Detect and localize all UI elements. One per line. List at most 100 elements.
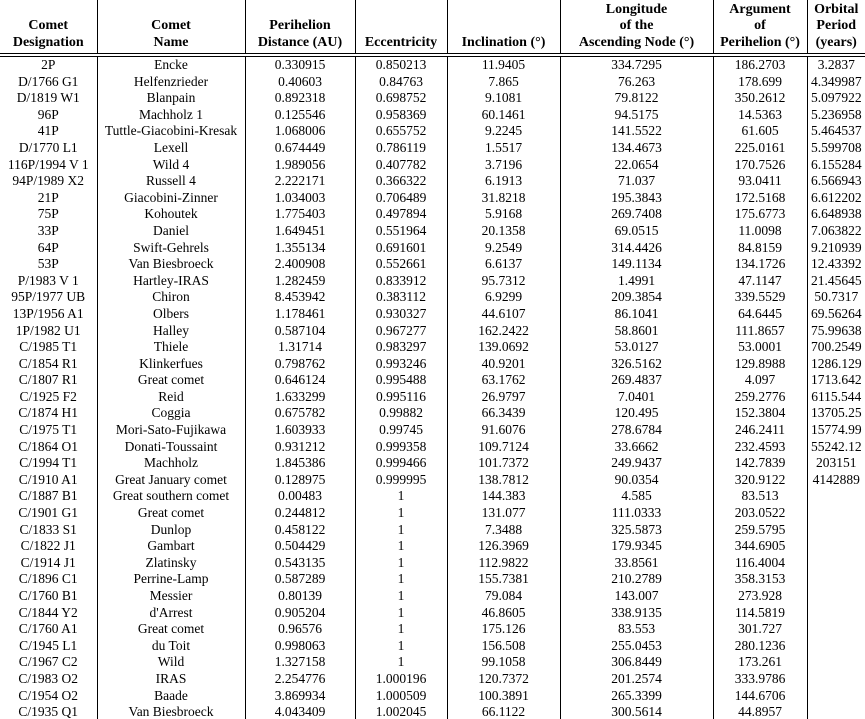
table-row: 96P Machholz 1 0.125546 0.958369 60.1461 94.5…	[0, 106, 865, 124]
table-row: C/1954 O2 Baade 3.869934 1.000509 100.3891 26…	[0, 687, 865, 705]
header-line: Comet	[151, 18, 191, 33]
cell-name: Klinkerfues	[97, 355, 246, 373]
table-row: 116P/1994 V 1 Wild 4 1.989056 0.407782 3.719…	[0, 156, 865, 174]
cell-perihelion-distance: 3.869934	[245, 687, 356, 705]
cell-ascending-node: 325.5873	[560, 521, 714, 539]
cell-perihelion-distance: 0.96576	[245, 621, 356, 638]
cell-argument-perihelion: 44.8957	[713, 704, 808, 719]
table-row: C/1983 O2 IRAS 2.254776 1.000196 120.7372 201…	[0, 670, 865, 688]
header-cell-argument-perihelion: Argument of Perihelion (°)	[713, 0, 808, 57]
cell-designation: C/1967 C2	[0, 654, 98, 671]
cell-orbital-period: 69.56264	[810, 305, 862, 321]
cell-designation: C/1945 L1	[0, 637, 98, 655]
cell-orbital-period: 1286.129	[810, 355, 862, 371]
cell-argument-perihelion: 175.6773	[713, 206, 808, 223]
cell-eccentricity: 0.786119	[355, 139, 448, 157]
cell-ascending-node: 255.0453	[560, 637, 714, 655]
cell-perihelion-distance: 1.31714	[245, 339, 356, 356]
cell-ascending-node: 111.0333	[560, 505, 714, 522]
cell-inclination: 7.865	[447, 73, 561, 91]
cell-perihelion-distance: 0.998063	[245, 637, 356, 655]
table-row: D/1770 L1 Lexell 0.674449 0.786119 1.5517 134…	[0, 139, 865, 157]
cell-designation: P/1983 V 1	[0, 272, 98, 290]
cell-designation: C/1822 J1	[0, 538, 98, 555]
cell-designation: 13P/1956 A1	[0, 305, 98, 323]
cell-eccentricity: 1	[355, 588, 448, 605]
cell-orbital-period	[807, 654, 865, 671]
cell-ascending-node: 33.6662	[560, 438, 714, 456]
cell-inclination: 162.2422	[447, 322, 561, 340]
cell-eccentricity: 0.655752	[355, 123, 448, 140]
cell-perihelion-distance: 1.178461	[245, 305, 356, 323]
cell-name: Mori-Sato-Fujikawa	[97, 422, 246, 439]
cell-inclination: 139.0692	[447, 339, 561, 356]
cell-name: Hartley-IRAS	[97, 272, 246, 290]
cell-designation: C/1854 R1	[0, 355, 98, 373]
cell-ascending-node: 338.9135	[560, 604, 714, 622]
table-row: C/1844 Y2 d'Arrest 0.905204 1 46.8605 338.913…	[0, 604, 865, 622]
header-line: Name	[153, 34, 189, 50]
cell-ascending-node: 210.2789	[560, 571, 714, 588]
cell-argument-perihelion: 172.5168	[713, 189, 808, 207]
cell-designation: C/1994 T1	[0, 455, 98, 472]
cell-perihelion-distance: 1.989056	[245, 156, 356, 174]
cell-ascending-node: 83.553	[560, 621, 714, 638]
table-row: C/1807 R1 Great comet 0.646124 0.995488 63.1…	[0, 372, 865, 389]
table-row: C/1967 C2 Wild 1.327158 1 99.1058 306.8449 173…	[0, 654, 865, 671]
cell-ascending-node: 71.037	[560, 173, 714, 190]
table-row: C/1760 B1 Messier 0.80139 1 79.084 143.007 273…	[0, 588, 865, 605]
cell-inclination: 63.1762	[447, 372, 561, 389]
cell-eccentricity: 0.999358	[355, 438, 448, 456]
cell-perihelion-distance: 0.798762	[245, 355, 356, 373]
cell-ascending-node: 300.5614	[560, 704, 714, 719]
cell-eccentricity: 1	[355, 554, 448, 572]
cell-argument-perihelion: 358.3153	[713, 571, 808, 588]
cell-argument-perihelion: 333.9786	[713, 670, 808, 688]
cell-ascending-node: 326.5162	[560, 355, 714, 373]
cell-ascending-node: 90.0354	[560, 471, 714, 489]
cell-perihelion-distance: 1.327158	[245, 654, 356, 671]
cell-ascending-node: 201.2574	[560, 670, 714, 688]
table-row: C/1896 C1 Perrine-Lamp 0.587289 1 155.7381 21…	[0, 571, 865, 588]
table-row: 2P Encke 0.330915 0.850213 11.9405 334.7295 18…	[0, 55, 865, 74]
table-body: 2P Encke 0.330915 0.850213 11.9405 334.7295 18…	[0, 55, 865, 719]
cell-ascending-node: 209.3854	[560, 289, 714, 306]
cell-designation: 33P	[0, 222, 98, 240]
cell-name: Donati-Toussaint	[97, 438, 246, 456]
table-row: C/1901 G1 Great comet 0.244812 1 131.077 111.…	[0, 505, 865, 522]
table-row: C/1925 F2 Reid 1.633299 0.995116 26.9797 7.04…	[0, 388, 865, 406]
cell-name: Great comet	[97, 621, 246, 638]
cell-orbital-period: 203151	[816, 455, 857, 471]
header-cell-designation: Comet Designation	[0, 0, 98, 57]
cell-ascending-node: 69.0515	[560, 222, 714, 240]
cell-orbital-period: 700.2549	[810, 339, 862, 355]
cell-ascending-node: 278.6784	[560, 422, 714, 439]
cell-perihelion-distance: 0.00483	[245, 488, 356, 506]
cell-eccentricity: 1	[355, 505, 448, 522]
cell-designation: 96P	[0, 106, 98, 124]
cell-orbital-period	[807, 621, 865, 638]
cell-argument-perihelion: 280.1236	[713, 637, 808, 655]
cell-inclination: 6.9299	[447, 289, 561, 306]
cell-inclination: 26.9797	[447, 388, 561, 406]
cell-inclination: 175.126	[447, 621, 561, 638]
cell-designation: C/1901 G1	[0, 505, 98, 522]
cell-ascending-node: 7.0401	[560, 388, 714, 406]
cell-designation: C/1833 S1	[0, 521, 98, 539]
cell-name: Encke	[97, 55, 246, 74]
cell-eccentricity: 0.850213	[355, 55, 448, 74]
cell-orbital-period	[807, 671, 865, 688]
cell-orbital-period	[807, 488, 865, 505]
cell-inclination: 40.9201	[447, 355, 561, 373]
cell-orbital-period	[807, 605, 865, 622]
cell-argument-perihelion: 47.1147	[713, 272, 808, 290]
cell-argument-perihelion: 203.0522	[713, 505, 808, 522]
cell-perihelion-distance: 0.646124	[245, 372, 356, 389]
cell-argument-perihelion: 259.2776	[713, 388, 808, 406]
cell-perihelion-distance: 0.125546	[245, 106, 356, 124]
cell-inclination: 101.7372	[447, 455, 561, 472]
cell-inclination: 79.084	[447, 588, 561, 605]
header-line: Longitude	[605, 1, 668, 17]
cell-designation: C/1925 F2	[0, 388, 98, 406]
cell-name: Great comet	[97, 372, 246, 389]
